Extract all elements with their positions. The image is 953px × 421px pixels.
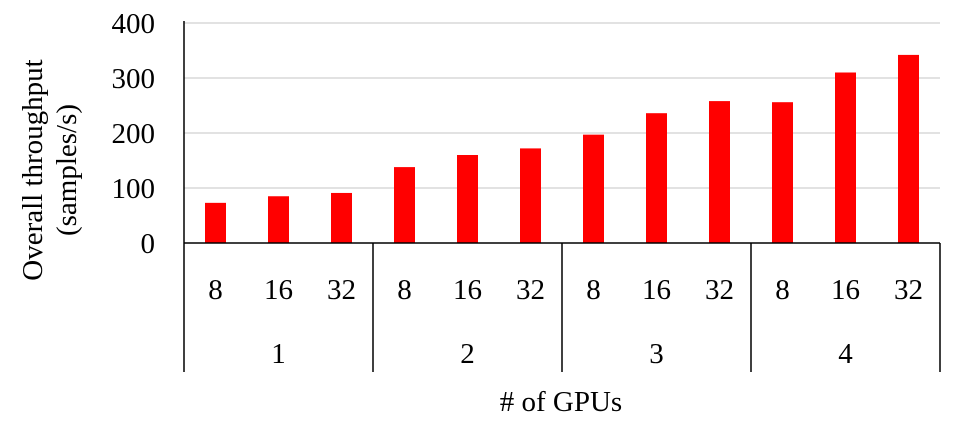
- bar: [520, 148, 541, 243]
- x-category-label: 8: [208, 274, 223, 306]
- bar: [835, 72, 856, 243]
- bar: [394, 167, 415, 243]
- x-group-label: 3: [649, 338, 664, 370]
- y-axis-unit-label: (samples/s): [51, 104, 83, 236]
- x-category-label: 8: [586, 274, 601, 306]
- x-group-labels: 1 2 3 4: [271, 338, 853, 370]
- bar: [457, 155, 478, 243]
- bar: [646, 113, 667, 243]
- x-axis-label: # of GPUs: [500, 386, 622, 418]
- bar: [709, 101, 730, 243]
- bars: [205, 54, 919, 244]
- x-category-label: 16: [264, 274, 293, 306]
- bar: [268, 196, 289, 243]
- bar: [583, 134, 604, 243]
- x-category-label: 32: [705, 274, 734, 306]
- x-category-label: 8: [775, 274, 790, 306]
- x-category-label: 16: [453, 274, 482, 306]
- x-category-label: 16: [831, 274, 860, 306]
- x-group-label: 1: [271, 338, 286, 370]
- y-tick-label: 0: [141, 228, 156, 260]
- x-category-label: 8: [397, 274, 412, 306]
- y-axis-label: Overall throughput: [17, 59, 49, 280]
- bar: [898, 54, 919, 244]
- x-category-label: 32: [894, 274, 923, 306]
- bar: [331, 192, 352, 243]
- y-tick-label: 100: [112, 173, 156, 205]
- x-category-labels: 8 16 32 8 16 32 8 16 32 8 16 32: [208, 274, 923, 306]
- y-tick-label: 200: [112, 118, 156, 150]
- bar: [772, 102, 793, 243]
- x-group-label: 2: [460, 338, 475, 370]
- y-tick-labels: 0 100 200 300 400: [112, 8, 156, 260]
- x-category-label: 32: [327, 274, 356, 306]
- bar: [205, 202, 226, 243]
- y-tick-label: 400: [112, 8, 156, 40]
- x-group-label: 4: [838, 338, 853, 370]
- x-category-label: 32: [516, 274, 545, 306]
- axes: [183, 21, 941, 372]
- y-tick-label: 300: [112, 63, 156, 95]
- x-category-label: 16: [642, 274, 671, 306]
- gridlines: [184, 22, 940, 189]
